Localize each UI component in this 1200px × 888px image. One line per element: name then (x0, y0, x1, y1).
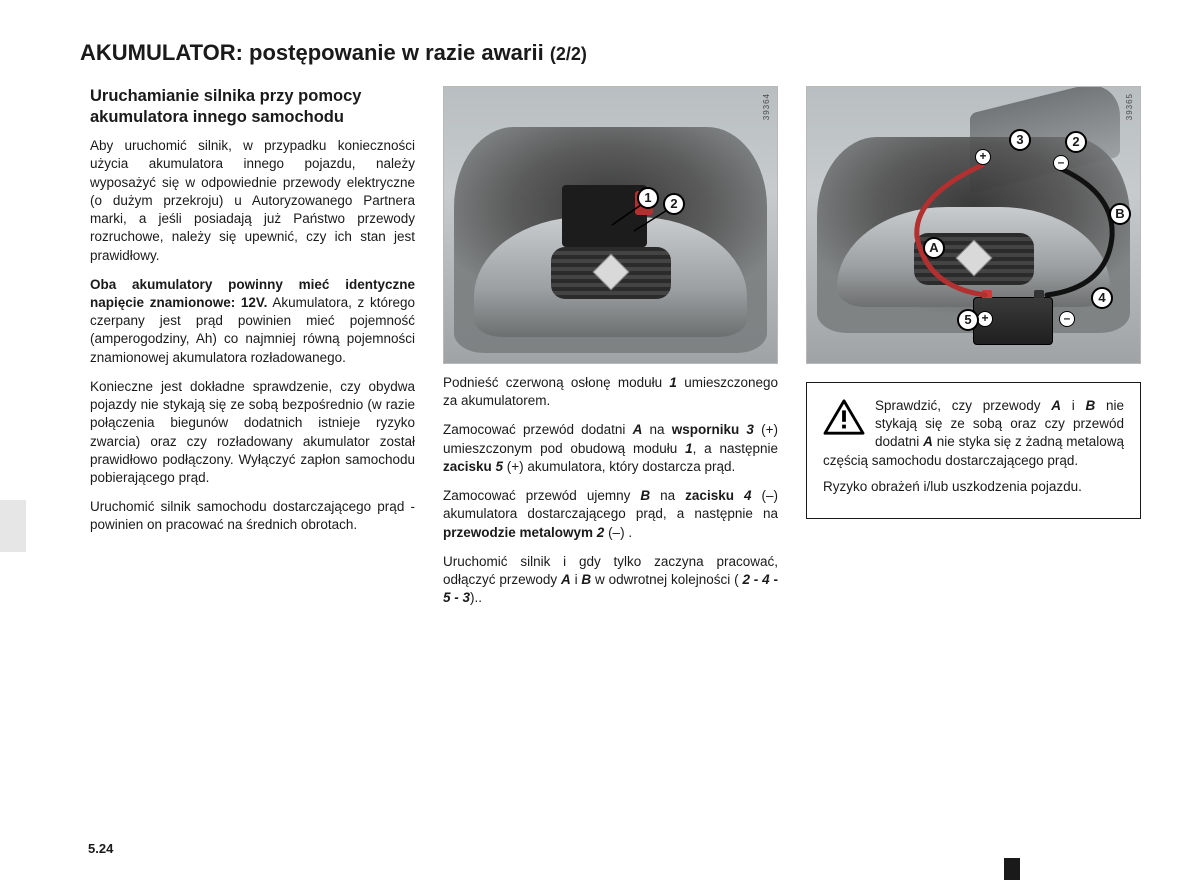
figure-1-id: 39364 (762, 93, 773, 120)
mid-p4: Uruchomić silnik i gdy tylko zaczyna pra… (443, 553, 778, 608)
mid-p1: Podnieść czerwoną osłonę modułu 1 umiesz… (443, 374, 778, 410)
content-columns: Uruchamianie silnika przy pomocy akumula… (90, 86, 1145, 618)
column-middle: 39364 1 2 Podnieść czerwoną osłonę moduł… (443, 86, 778, 618)
warning-text-2: Ryzyko obrażeń i/lub uszkodzenia pojazdu… (823, 478, 1124, 496)
left-p3: Konieczne jest dokładne sprawdzenie, czy… (90, 378, 415, 487)
callout-5: 5 (957, 309, 979, 331)
left-heading: Uruchamianie silnika przy pomocy akumula… (90, 86, 415, 127)
warning-text-1: Sprawdzić, czy przewody A i B nie stykaj… (823, 397, 1124, 470)
title-counter: (2/2) (550, 44, 587, 64)
figure-2: 39365 + – + – 3 2 B A 4 5 (806, 86, 1141, 364)
plus-terminal-ext: + (977, 311, 993, 327)
callout-2b: 2 (1065, 131, 1087, 153)
page-title: AKUMULATOR: postępowanie w razie awarii … (80, 40, 1145, 66)
section-edge-tab (0, 500, 26, 552)
plus-terminal-car: + (975, 149, 991, 165)
page-number: 5.24 (88, 841, 113, 856)
column-right: 39365 + – + – 3 2 B A 4 5 (806, 86, 1141, 618)
callout-B: B (1109, 203, 1131, 225)
footer-mark (1004, 858, 1020, 880)
left-p2: Oba akumulatory powinny mieć identyczne … (90, 276, 415, 367)
minus-terminal-car: – (1053, 155, 1069, 171)
warning-icon (823, 399, 865, 437)
minus-terminal-ext: – (1059, 311, 1075, 327)
warning-box: Sprawdzić, czy przewody A i B nie stykaj… (806, 382, 1141, 519)
callout-3: 3 (1009, 129, 1031, 151)
figure-1: 39364 1 2 (443, 86, 778, 364)
mid-p3: Zamocować przewód ujemny B na zacisku 4 … (443, 487, 778, 542)
mid-p2: Zamocować przewód dodatni A na wsporniku… (443, 421, 778, 476)
callout-A: A (923, 237, 945, 259)
title-main: AKUMULATOR: postępowanie w razie awarii (80, 40, 544, 65)
left-p4: Uruchomić silnik samochodu dostarczające… (90, 498, 415, 534)
column-left: Uruchamianie silnika przy pomocy akumula… (90, 86, 415, 618)
callout-1: 1 (637, 187, 659, 209)
callout-4: 4 (1091, 287, 1113, 309)
left-p1: Aby uruchomić silnik, w przypadku koniec… (90, 137, 415, 265)
callout-2: 2 (663, 193, 685, 215)
